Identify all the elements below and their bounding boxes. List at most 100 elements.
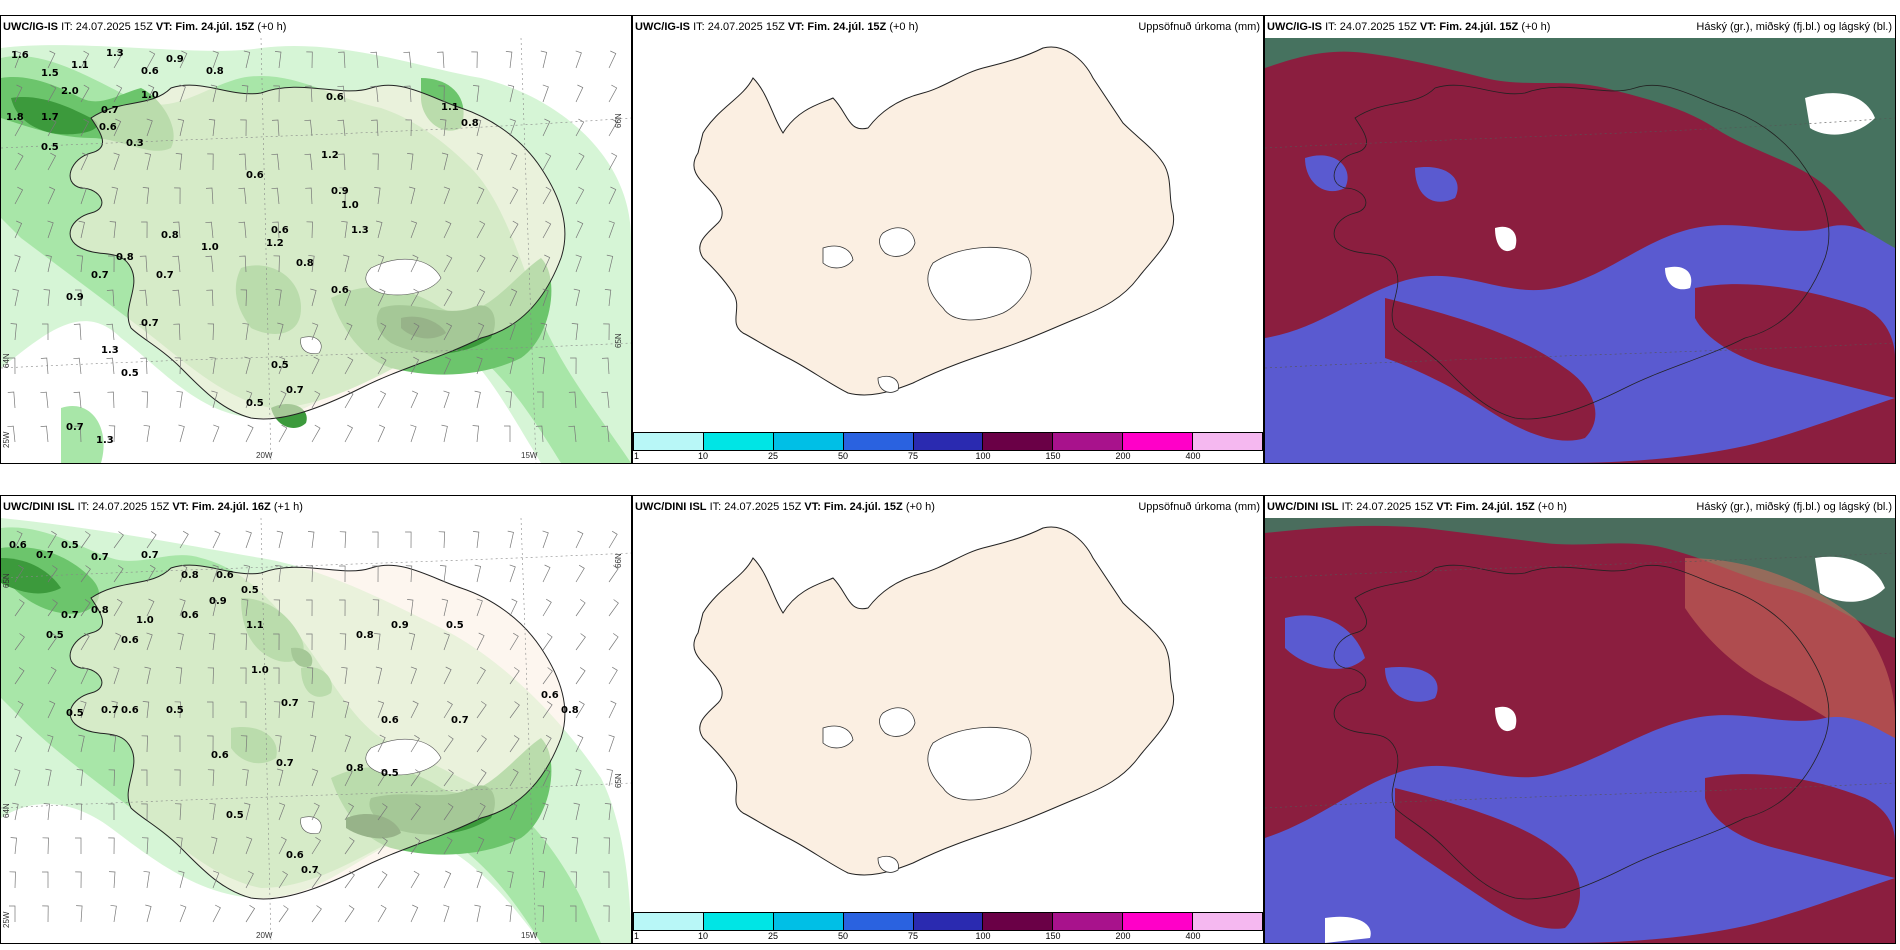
precip-map[interactable]: 0.6 0.7 0.5 0.7 0.7 0.8 0.6 0.5 0.9 1.0 0.6 0.8 0.7 0… — [1, 518, 631, 943]
wind-barb — [443, 700, 453, 719]
accum-precip-map[interactable] — [633, 38, 1263, 432]
colorbar-label: 25 — [767, 451, 779, 461]
precip-value-label: 0.7 — [281, 698, 299, 709]
wind-barb — [47, 700, 56, 719]
model-name: UWC/IG-IS — [3, 21, 58, 33]
wind-barb — [304, 153, 313, 171]
wind-barb — [443, 666, 452, 685]
wind-barb — [575, 254, 582, 273]
wind-barb — [573, 802, 580, 821]
colorbar-label: 75 — [907, 931, 919, 941]
wind-barb — [47, 599, 58, 617]
precip-value-label: 0.8 — [161, 230, 179, 241]
wind-barb — [542, 564, 551, 583]
colorbar-swatch — [843, 913, 914, 930]
wind-barb — [377, 390, 387, 409]
wind-barb — [272, 221, 280, 239]
wind-barb — [476, 836, 485, 855]
wind-barb — [47, 220, 54, 239]
colorbar-label: 200 — [1115, 451, 1131, 461]
wind-barb — [509, 322, 516, 341]
precip-value-label: 1.3 — [96, 435, 114, 446]
lead-time: (+0 h) — [257, 21, 287, 33]
wind-barb — [535, 425, 544, 443]
precip-map[interactable]: 1.6 1.5 2.0 1.1 1.3 0.6 0.9 0.8 1.8 1.7 0.3 0.6 0.5 0… — [1, 38, 631, 463]
wind-barb — [343, 254, 350, 273]
wind-barb — [238, 187, 247, 205]
wind-barb — [207, 701, 214, 718]
wind-barb — [9, 905, 16, 922]
wind-barb — [509, 288, 518, 307]
wind-barb — [407, 599, 414, 617]
accum-precip-map[interactable] — [633, 518, 1263, 912]
wind-barb — [212, 530, 221, 549]
wind-barb — [76, 255, 83, 273]
panel-title: Uppsöfnuð úrkoma (mm) — [1138, 501, 1260, 513]
wind-barb — [410, 837, 421, 855]
wind-barb — [40, 425, 49, 443]
colorbar-label: 25 — [767, 931, 779, 941]
precip-value-label: 2.0 — [61, 86, 79, 97]
wind-barb — [542, 118, 551, 137]
wind-barb — [410, 322, 420, 341]
colorbar-swatch — [913, 433, 984, 450]
wind-barb — [476, 769, 487, 787]
wind-barb — [410, 390, 419, 409]
wind-barb — [509, 802, 518, 821]
wind-barb — [542, 530, 549, 549]
lat-label: 66N — [614, 553, 623, 568]
wind-barb — [146, 531, 157, 549]
wind-barb — [174, 357, 182, 375]
wind-barb — [410, 769, 421, 787]
wind-barb — [14, 768, 21, 787]
precip-value-label: 0.6 — [216, 570, 234, 581]
colorbar-swatch — [1193, 433, 1263, 450]
wind-barb — [344, 288, 352, 307]
wind-barb — [344, 803, 354, 821]
wind-barb — [209, 356, 216, 375]
wind-barb — [540, 836, 547, 855]
precip-value-label: 0.7 — [36, 550, 54, 561]
wind-barb — [438, 85, 445, 103]
precip-value-label: 0.8 — [91, 605, 109, 616]
wind-barb — [273, 599, 281, 617]
wind-barb — [241, 85, 249, 103]
wind-barb — [309, 734, 317, 753]
lead-time: (+0 h) — [1521, 21, 1551, 33]
cloud-map[interactable] — [1265, 38, 1895, 463]
glaciers — [822, 707, 1032, 873]
precip-value-label: 0.8 — [206, 66, 224, 77]
panel-title: Háský (gr.), miðský (fj.bl.) og lágský (… — [1696, 21, 1892, 33]
wind-barb — [245, 530, 252, 549]
wind-barb — [405, 531, 412, 549]
cloud-map[interactable] — [1265, 518, 1895, 943]
wind-barb — [14, 254, 21, 273]
wind-barb — [12, 288, 19, 307]
wind-barb — [111, 700, 118, 719]
precip-value-label: 0.5 — [381, 768, 399, 779]
wind-barb — [608, 700, 617, 719]
wind-barb — [575, 84, 584, 103]
wind-barb — [476, 598, 483, 617]
wind-barb — [407, 153, 414, 171]
wind-barb — [410, 700, 419, 719]
wind-barb — [277, 322, 284, 341]
precip-value-label: 0.8 — [296, 258, 314, 269]
panel-header: UWC/IG-IS IT: 24.07.2025 15Z VT: Fim. 24… — [1, 16, 631, 38]
wind-barb — [608, 565, 619, 583]
precip-values: 0.60.70.50.7 0.70.8 0.60.50.91.0 0.60.80.70… — [9, 540, 579, 876]
precip-value-label: 0.7 — [91, 270, 109, 281]
precip-colorbar: 1 10 25 50 75 100 150 200 400 — [633, 912, 1263, 943]
wind-barb — [438, 531, 446, 549]
wind-barb — [174, 701, 181, 719]
wind-barb — [575, 220, 584, 239]
wind-barb — [178, 424, 185, 443]
wind-barb — [509, 186, 519, 205]
wind-barb — [370, 51, 379, 69]
precip-colorbar: 1 10 25 50 75 100 150 200 400 — [633, 432, 1263, 463]
precip-value-label: 0.9 — [331, 186, 349, 197]
wind-barb — [443, 186, 451, 205]
wind-barb — [144, 666, 151, 685]
wind-barb — [7, 391, 16, 409]
wind-barb — [542, 667, 553, 685]
